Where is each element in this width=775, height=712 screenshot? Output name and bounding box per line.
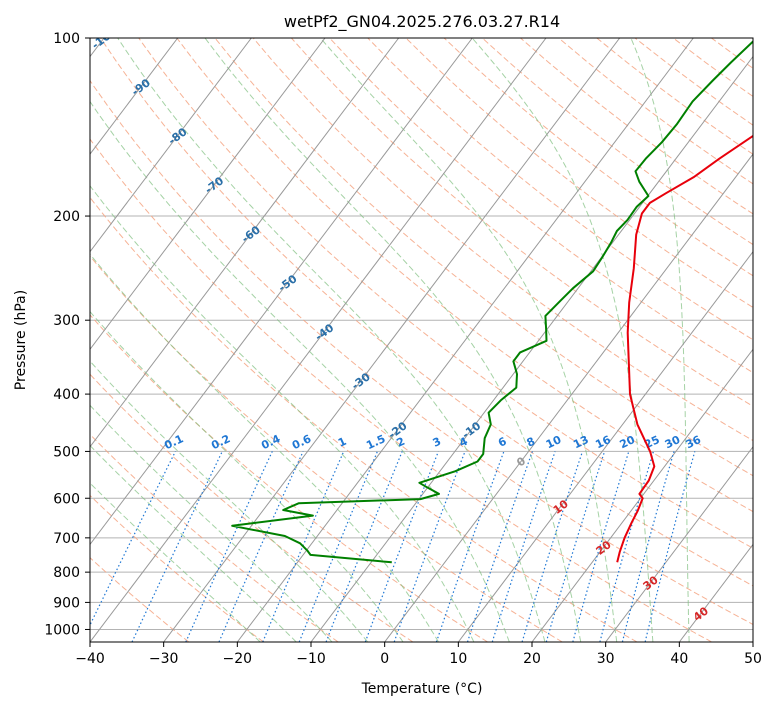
isotherm-label: -40: [313, 321, 337, 344]
isotherm-label: -50: [276, 272, 300, 295]
x-tick-label: −20: [223, 651, 253, 667]
y-tick-label: 300: [53, 313, 80, 329]
y-tick-label: 900: [53, 595, 80, 611]
isotherm-line: [458, 38, 775, 642]
dry-adiabat: [0, 38, 264, 642]
mixing-ratio-label: 6: [496, 435, 509, 450]
y-tick-label: 1000: [44, 622, 80, 638]
isotherm-line: [532, 38, 775, 642]
isotherm-line: [753, 38, 775, 642]
isotherm-label: 20: [594, 538, 614, 558]
mixing-ratio-line: [436, 451, 504, 642]
mixing-ratio-label: 1: [336, 435, 348, 450]
mixing-ratio-line: [299, 451, 377, 642]
moist-adiabat: [472, 38, 653, 642]
dry-adiabat: [673, 38, 775, 642]
dry-adiabats: [0, 38, 775, 642]
isotherm-line: [0, 38, 399, 642]
y-tick-label: 800: [53, 565, 80, 581]
mixing-ratio-line: [326, 451, 402, 642]
y-axis-label: Pressure (hPa): [13, 290, 29, 390]
dry-adiabat: [635, 38, 775, 642]
x-tick-label: 40: [670, 651, 688, 667]
mixing-ratio-line: [522, 451, 582, 642]
isotherm-label: -90: [129, 76, 153, 99]
x-tick-label: 20: [523, 651, 541, 667]
dry-adiabat: [253, 38, 775, 642]
x-tick-label: −10: [296, 651, 326, 667]
y-tick-label: 600: [53, 491, 80, 507]
isotherms: [0, 38, 775, 642]
dry-adiabat: [139, 38, 775, 642]
dry-adiabat: [177, 38, 775, 642]
isotherm-line: [237, 38, 693, 642]
x-tick-label: 0: [380, 651, 389, 667]
moist-adiabats: [0, 38, 689, 642]
y-tick-label: 400: [53, 387, 80, 403]
y-tick-label: 200: [53, 209, 80, 225]
y-axis-ticks: 100 200 300 400 500 600 700 800 900 1000: [44, 31, 90, 638]
dry-adiabat: [0, 38, 413, 642]
isotherm-label: 40: [691, 604, 711, 624]
isotherm-label: -80: [166, 125, 190, 148]
dry-adiabat: [559, 38, 775, 642]
isotherm-label: 30: [641, 573, 661, 593]
mixing-ratio-label: 0.1: [162, 432, 185, 452]
mixing-ratio-label: 20: [618, 433, 638, 451]
isotherm-line: [385, 38, 775, 642]
x-axis-label: Temperature (°C): [361, 681, 483, 697]
y-tick-label: 100: [53, 31, 80, 47]
y-tick-label: 700: [53, 531, 80, 547]
x-tick-label: −30: [149, 651, 179, 667]
mixing-ratio-label: 1.5: [364, 432, 387, 452]
dry-adiabat: [291, 38, 775, 642]
moist-adiabat: [205, 38, 581, 642]
moist-adiabat: [631, 38, 689, 642]
dewpoint-profile-line: [232, 38, 757, 562]
dry-adiabat: [521, 38, 775, 642]
isotherm-label: 10: [551, 497, 571, 517]
isotherm-line: [0, 38, 325, 642]
mixing-ratio-label: 16: [593, 433, 613, 451]
mixing-ratio-label: 0.2: [209, 432, 232, 452]
isotherm-label: -60: [239, 223, 263, 246]
mixing-ratio-line: [492, 451, 555, 642]
mixing-ratio-label: 36: [684, 433, 704, 451]
moist-adiabat: [320, 38, 616, 642]
mixing-ratio-label: 0.6: [290, 432, 313, 452]
mixing-ratio-label: 30: [663, 433, 683, 451]
isotherm-label: -30: [349, 370, 373, 393]
x-axis-ticks: −40 −30 −20 −10 0 10 20 30 40 50: [75, 642, 762, 667]
mixing-ratio-label: 3: [431, 435, 443, 450]
mixing-ratio-label: 10: [544, 433, 564, 451]
x-tick-label: 30: [597, 651, 615, 667]
dry-adiabat: [0, 38, 338, 642]
isotherm-line: [679, 38, 775, 642]
moist-adiabat: [0, 38, 260, 642]
mixing-ratio-line: [219, 451, 303, 642]
x-tick-label: 10: [449, 651, 467, 667]
isotherm-line: [16, 38, 472, 642]
dry-adiabat: [711, 38, 775, 642]
y-tick-label: 500: [53, 444, 80, 460]
moist-adiabat: [0, 38, 403, 642]
dry-adiabat: [406, 38, 775, 642]
x-tick-label: −40: [75, 651, 105, 667]
mixing-ratio-label: 13: [571, 433, 590, 451]
dry-adiabat: [368, 38, 775, 642]
mixing-ratio-label: 2: [395, 435, 407, 450]
x-tick-label: 50: [744, 651, 762, 667]
chart-title: wetPf2_GN04.2025.276.03.27.R14: [284, 12, 560, 32]
